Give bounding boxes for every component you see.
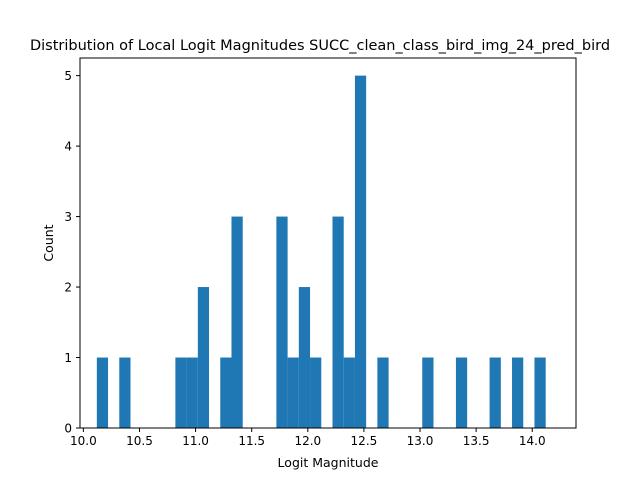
histogram-bar [287,357,299,428]
histogram-bar [512,357,524,428]
y-tick-label: 5 [64,69,72,83]
histogram-bar [298,287,311,428]
y-tick-label: 4 [64,140,72,154]
x-tick-label: 13.0 [407,434,434,448]
chart-title: Distribution of Local Logit Magnitudes S… [30,38,610,54]
histogram-bar [422,357,434,428]
histogram-bar [175,357,187,428]
x-tick-label: 14.0 [519,434,546,448]
x-tick-label: 12.0 [294,434,321,448]
y-tick-label: 1 [64,351,72,365]
histogram-bar [197,287,210,428]
y-axis-label: Count [41,224,56,261]
histogram-bar [220,357,232,428]
histogram-bar [489,357,501,428]
histogram-bar [354,75,367,428]
x-tick-label: 11.0 [182,434,209,448]
y-axis-ticks: 0 1 2 3 4 5 [64,69,80,436]
histogram-bar [455,357,468,428]
x-tick-label: 10.0 [70,434,97,448]
histogram-bar [119,357,131,428]
x-axis-ticks: 10.0 10.5 11.0 11.5 12.0 12.5 13.0 13.5 14.0 [70,428,546,448]
y-tick-label: 0 [64,422,72,436]
histogram-bar [276,216,288,428]
y-tick-label: 3 [64,210,72,224]
x-tick-label: 11.5 [238,434,265,448]
plot-area-frame [79,57,577,429]
histogram-bar [310,357,322,428]
histogram-bar [377,357,389,428]
y-tick-label: 2 [64,281,72,295]
histogram-bar [332,216,344,428]
x-tick-label: 12.5 [351,434,378,448]
x-axis-label: Logit Magnitude [278,455,379,470]
bars-group [96,75,546,428]
x-tick-label: 10.5 [126,434,153,448]
histogram-bar [231,216,243,428]
histogram-bar [343,357,355,428]
histogram-bar [186,357,198,428]
histogram-bar [96,357,109,428]
x-tick-label: 13.5 [463,434,490,448]
histogram-bar [534,357,546,428]
